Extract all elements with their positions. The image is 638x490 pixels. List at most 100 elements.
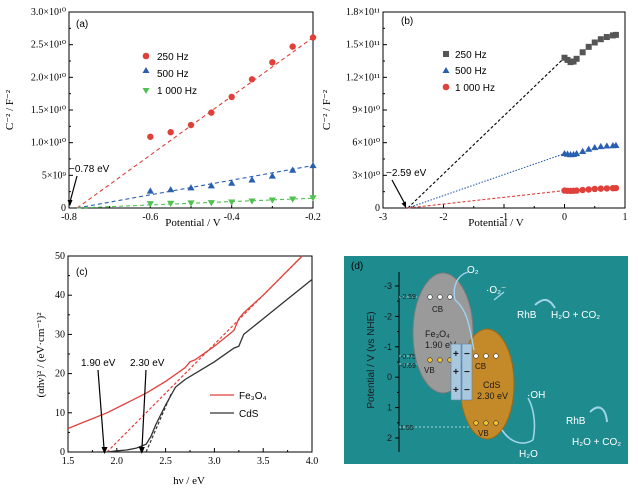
legend-marker-500hz-b [442,67,450,73]
data-point-250hz [564,56,571,63]
panel-a-label: (a) [76,19,88,30]
data-point-250hz [289,43,296,50]
y-tick-label: 1.0×10¹⁰ [31,138,66,149]
data-point-1000hz [603,185,611,192]
x-tick-label: -0.6 [142,212,158,223]
x-tick-label: 2.0 [111,456,124,467]
data-point-250hz [603,34,610,41]
legend-label-cds: CdS [239,409,259,420]
data-point-500hz [289,166,297,173]
electron-transfer-arrow [454,299,475,351]
data-point-500hz [597,142,605,150]
level-label-0-69: -0.69 [400,363,416,370]
y-tick-label: 9×10¹⁰ [352,105,380,116]
panel-c-legend: Fe₃O₄ CdS [210,391,267,420]
data-point-500hz [612,141,620,148]
legend-label-1000hz: 1 000 Hz [157,86,197,97]
data-point-250hz [573,55,580,62]
data-point-1000hz [591,185,598,193]
x-tick-label: -0.4 [224,212,240,223]
data-point-500hz [228,179,236,186]
y-tick-label: 20 [55,369,65,380]
panel-c-arrow-230 [141,369,147,449]
data-point-250hz [591,39,598,46]
rhb-degradation-arrow-1 [534,298,556,309]
x-tick-label: 1.5 [62,456,75,467]
y-tick-label: 1.5×10¹⁰ [31,105,66,116]
x-tick-label: 0 [562,212,567,223]
y-tick-label: 1.5×10¹¹ [346,40,380,51]
data-point-500hz [591,143,599,151]
legend-label-1000hz-b: 1 000 Hz [455,83,495,94]
panel-b-legend: 250 Hz 500 Hz 1 000 Hz [442,50,495,94]
data-point-500hz [579,147,587,154]
data-point-250hz [567,59,574,66]
series-line-cds [106,278,313,453]
h2o-oxidation-arrow [501,429,534,444]
charge-minus-2: − [464,367,470,378]
panel-a-intercept-label: −0.78 eV [69,164,110,175]
fit-line-1000hz [77,197,314,209]
panel-d-diagram: (d) -3 -2 -1 0 1 2 Potential / V (vs NHE) -2.… [344,256,628,464]
fit-line-500hz [77,164,314,209]
panel-c-chart: (c) 1.5 2.0 2.5 3.0 3.5 4.0 0 10 20 30 40 50 hν / e… [35,251,318,487]
data-point-500hz [309,161,317,169]
legend-marker-1000hz [142,88,150,94]
panel-a-chart: (a) -0.8 -0.6 -0.4 -0.2 0 5×10⁹ 1.0×10¹⁰ 1.5×10… [4,7,321,229]
panel-b-intercept-label: −2.59 eV [386,168,427,179]
legend-label-500hz: 500 Hz [157,69,189,80]
electron-icon [473,353,479,359]
level-label-0-75: -0.75 [400,354,416,361]
data-point-250hz [269,59,276,66]
x-tick-label: -1 [500,212,508,223]
data-point-250hz [248,76,256,83]
charge-minus-1: − [464,349,470,360]
data-point-1000hz [268,197,276,204]
legend-marker-250hz-b [443,51,449,57]
diagram-ylabel: Potential / V (vs NHE) [366,311,377,408]
tangent-line-cds [145,392,173,453]
y-tick-label: 0 [60,447,65,458]
data-point-250hz [561,54,568,61]
x-tick-label: 4.0 [306,456,319,467]
plot-frame [68,11,314,209]
y-tick-label: 1.8×10¹¹ [346,7,380,18]
x-tick-label: 3.0 [208,456,221,467]
electron-icon [437,294,443,300]
panel-a-intercept-arrow [69,175,78,203]
superoxide-arrow [493,291,505,301]
diagram-y-tick-label: -3 [384,281,392,291]
interface-bar-negative [461,343,473,401]
rhb-degradation-arrow-2 [589,406,608,423]
data-point-1000hz [612,184,620,192]
panel-d-label: (d) [351,261,363,272]
panel-c-annot-190: 1.90 eV [81,358,116,369]
hole-icon [493,420,499,426]
data-point-500hz [146,187,154,194]
cds-gap: 2.30 eV [477,391,508,401]
hole-icon [437,357,443,363]
electron-icon [493,353,499,359]
panel-b-ylabel: C⁻² / F⁻² [321,89,333,130]
panel-c-arrow-190 [97,369,105,449]
species-rhb-1: RhB [517,310,537,321]
fit-line-1000hz [407,190,565,209]
level-label-1-55: 1.55 [400,425,414,432]
cds-holes [473,420,499,426]
data-point-250hz [147,133,154,140]
panel-b-arrowhead [401,201,406,208]
legend-marker-1000hz-b [442,83,450,91]
species-h2o: H₂O [519,449,538,460]
diagram-y-tick-label: 2 [387,433,392,443]
x-tick-label: -0.2 [305,212,321,223]
legend-label-250hz: 250 Hz [157,52,189,63]
data-point-500hz [187,184,195,191]
interface-bar-positive [450,343,462,401]
y-tick-label: 40 [55,290,65,301]
x-tick-label: -2 [439,212,447,223]
data-point-1000hz [579,186,586,194]
fe3o4-electrons [427,294,453,300]
data-point-250hz [228,93,235,101]
panel-c-arrowhead-190 [101,447,108,454]
